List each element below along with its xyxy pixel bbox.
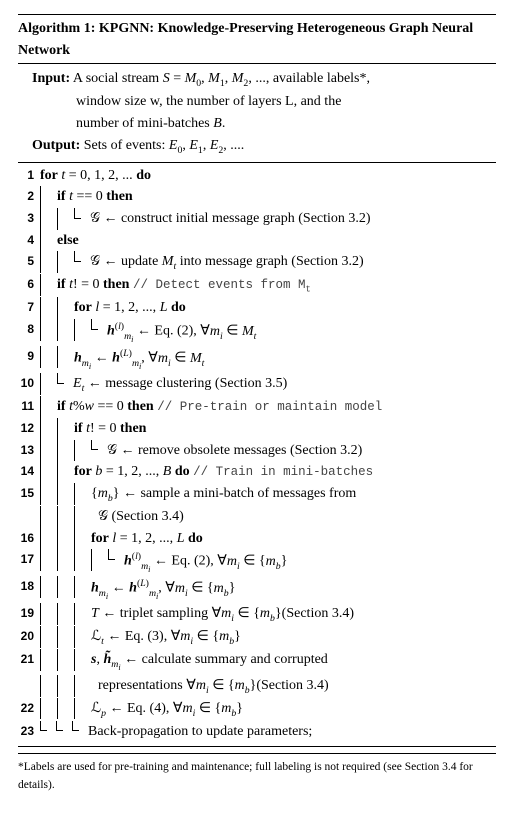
code-content: 𝒢 ← remove obsolete messages (Section 3.… <box>40 440 496 462</box>
output-text: Sets of events: E0, E1, E2, .... <box>84 138 245 153</box>
code-content: for l = 1, 2, ..., L do <box>40 528 496 550</box>
lineno: 14 <box>18 461 40 481</box>
code-content: ℒp ← Eq. (4), ∀mi ∈ {mb} <box>40 698 496 721</box>
input-line-1: A social stream S = M0, M1, M2, ..., ava… <box>73 71 370 86</box>
code-line: 20 ℒt ← Eq. (3), ∀mi ∈ {mb} <box>18 626 496 649</box>
input-label: Input: <box>32 71 70 86</box>
lineno: 9 <box>18 346 40 366</box>
code-content: else <box>40 230 496 252</box>
input-block: Input: A social stream S = M0, M1, M2, .… <box>18 64 496 161</box>
code-content: for b = 1, 2, ..., B do // Train in mini… <box>40 461 496 483</box>
lineno: 11 <box>18 396 40 416</box>
lineno: 20 <box>18 626 40 646</box>
code-content: Et ← message clustering (Section 3.5) <box>40 373 496 396</box>
code-line: 11 if t%w == 0 then // Pre-train or main… <box>18 396 496 418</box>
code-content: Back-propagation to update parameters; <box>40 721 496 743</box>
lineno: 8 <box>18 319 40 339</box>
code-content: hmi ← h(L)mi, ∀mi ∈ {mb} <box>40 576 496 603</box>
lineno: 17 <box>18 549 40 569</box>
code-content: if t! = 0 then <box>40 418 496 440</box>
code-line: 17 h(l)mi ← Eq. (2), ∀mi ∈ {mb} <box>18 549 496 576</box>
lineno: 23 <box>18 721 40 741</box>
lineno: 16 <box>18 528 40 548</box>
input-line-3: number of mini-batches B. <box>32 113 496 135</box>
code-line: 2 if t == 0 then <box>18 186 496 208</box>
lineno: 13 <box>18 440 40 460</box>
lineno: 18 <box>18 576 40 596</box>
code-line: 4 else <box>18 230 496 252</box>
lineno: 22 <box>18 698 40 718</box>
code-line: 𝒢 (Section 3.4) <box>18 506 496 528</box>
code-line: representations ∀mi ∈ {mb}(Section 3.4) <box>18 675 496 698</box>
algorithm-body: 1 for t = 0, 1, 2, ... do 2 if t == 0 th… <box>18 163 496 747</box>
code-content: for l = 1, 2, ..., L do <box>40 297 496 319</box>
code-line: 10 Et ← message clustering (Section 3.5) <box>18 373 496 396</box>
code-content: {mb} ← sample a mini-batch of messages f… <box>40 483 496 506</box>
code-line: 22 ℒp ← Eq. (4), ∀mi ∈ {mb} <box>18 698 496 721</box>
code-content: if t%w == 0 then // Pre-train or maintai… <box>40 396 496 418</box>
code-line: 13 𝒢 ← remove obsolete messages (Section… <box>18 440 496 462</box>
code-line: 8 h(l)mi ← Eq. (2), ∀mi ∈ Mt <box>18 319 496 346</box>
code-content: s, h̃mi ← calculate summary and corrupte… <box>40 649 496 674</box>
lineno: 19 <box>18 603 40 623</box>
code-content: 𝒢 ← update Mt into message graph (Sectio… <box>40 251 496 274</box>
code-content: 𝒢 ← construct initial message graph (Sec… <box>40 208 496 230</box>
code-content: if t == 0 then <box>40 186 496 208</box>
code-line: 23 Back-propagation to update parameters… <box>18 721 496 743</box>
output-label: Output: <box>32 138 80 153</box>
lineno: 12 <box>18 418 40 438</box>
algorithm-box: Algorithm 1: KPGNN: Knowledge-Preserving… <box>18 14 496 747</box>
lineno: 1 <box>18 165 40 185</box>
code-line: 7 for l = 1, 2, ..., L do <box>18 297 496 319</box>
code-line: 15 {mb} ← sample a mini-batch of message… <box>18 483 496 506</box>
code-content: hmi ← h(L)mi, ∀mi ∈ Mt <box>40 346 496 373</box>
lineno: 3 <box>18 208 40 228</box>
code-content: for t = 0, 1, 2, ... do <box>40 165 496 187</box>
footnote-text: *Labels are used for pre-training and ma… <box>18 754 496 795</box>
lineno: 7 <box>18 297 40 317</box>
code-line: 12 if t! = 0 then <box>18 418 496 440</box>
lineno: 5 <box>18 251 40 271</box>
code-line: 9 hmi ← h(L)mi, ∀mi ∈ Mt <box>18 346 496 373</box>
code-content: ℒt ← Eq. (3), ∀mi ∈ {mb} <box>40 626 496 649</box>
code-line: 14 for b = 1, 2, ..., B do // Train in m… <box>18 461 496 483</box>
code-content: if t! = 0 then // Detect events from Mt <box>40 274 496 297</box>
lineno: 6 <box>18 274 40 294</box>
code-content: h(l)mi ← Eq. (2), ∀mi ∈ {mb} <box>40 549 496 576</box>
lineno: 2 <box>18 186 40 206</box>
input-line-2: window size w, the number of layers L, a… <box>32 91 496 113</box>
code-line: 18 hmi ← h(L)mi, ∀mi ∈ {mb} <box>18 576 496 603</box>
code-line: 21 s, h̃mi ← calculate summary and corru… <box>18 649 496 674</box>
code-line: 3 𝒢 ← construct initial message graph (S… <box>18 208 496 230</box>
code-content: h(l)mi ← Eq. (2), ∀mi ∈ Mt <box>40 319 496 346</box>
code-content: T ← triplet sampling ∀mi ∈ {mb}(Section … <box>40 603 496 626</box>
code-content: 𝒢 (Section 3.4) <box>40 506 496 528</box>
lineno: 15 <box>18 483 40 503</box>
code-line: 19 T ← triplet sampling ∀mi ∈ {mb}(Secti… <box>18 603 496 626</box>
lineno: 10 <box>18 373 40 393</box>
algorithm-title: Algorithm 1: KPGNN: Knowledge-Preserving… <box>18 15 496 63</box>
code-line: 1 for t = 0, 1, 2, ... do <box>18 165 496 187</box>
code-content: representations ∀mi ∈ {mb}(Section 3.4) <box>40 675 496 698</box>
code-line: 6 if t! = 0 then // Detect events from M… <box>18 274 496 297</box>
code-line: 16 for l = 1, 2, ..., L do <box>18 528 496 550</box>
lineno: 4 <box>18 230 40 250</box>
code-line: 5 𝒢 ← update Mt into message graph (Sect… <box>18 251 496 274</box>
lineno: 21 <box>18 649 40 669</box>
